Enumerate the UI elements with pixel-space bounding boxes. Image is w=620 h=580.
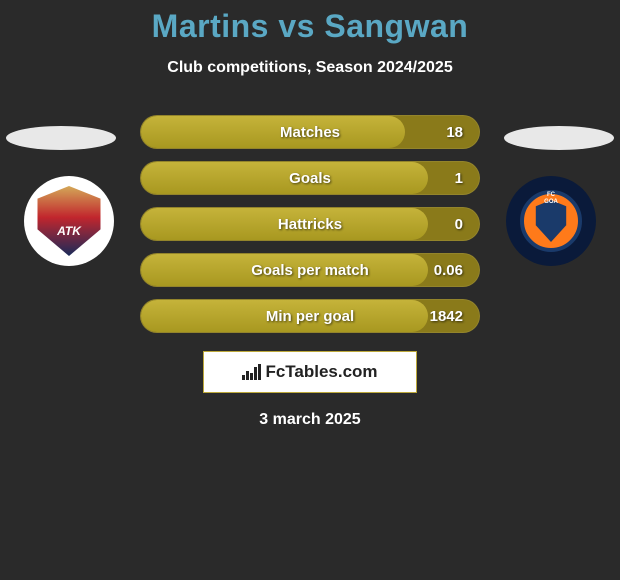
brand-text: FcTables.com <box>265 362 377 382</box>
stat-value: 1 <box>455 162 463 195</box>
stat-label: Goals per match <box>141 254 479 287</box>
stat-value: 0 <box>455 208 463 241</box>
stat-row: Hattricks0 <box>140 207 480 241</box>
player-photo-placeholder-right <box>504 126 614 150</box>
stat-value: 0.06 <box>434 254 463 287</box>
team-badge-right <box>506 176 596 266</box>
chart-bars-icon <box>242 364 261 380</box>
stat-label: Goals <box>141 162 479 195</box>
stat-row: Min per goal1842 <box>140 299 480 333</box>
stat-label: Hattricks <box>141 208 479 241</box>
team-badge-left <box>24 176 114 266</box>
brand-box[interactable]: FcTables.com <box>203 351 417 393</box>
stat-row: Goals per match0.06 <box>140 253 480 287</box>
date-line: 3 march 2025 <box>0 411 620 429</box>
stat-row: Matches18 <box>140 115 480 149</box>
atk-crest-icon <box>34 186 104 256</box>
stat-value: 1842 <box>430 300 463 333</box>
fc-goa-crest-icon <box>520 190 582 252</box>
stats-list: Matches18 Goals1 Hattricks0 Goals per match… <box>140 115 480 333</box>
stat-value: 18 <box>446 116 463 149</box>
stat-label: Min per goal <box>141 300 479 333</box>
page-title: Martins vs Sangwan <box>0 8 620 45</box>
subtitle: Club competitions, Season 2024/2025 <box>0 59 620 77</box>
root: Martins vs Sangwan Club competitions, Se… <box>0 0 620 429</box>
stat-row: Goals1 <box>140 161 480 195</box>
stat-label: Matches <box>141 116 479 149</box>
player-photo-placeholder-left <box>6 126 116 150</box>
